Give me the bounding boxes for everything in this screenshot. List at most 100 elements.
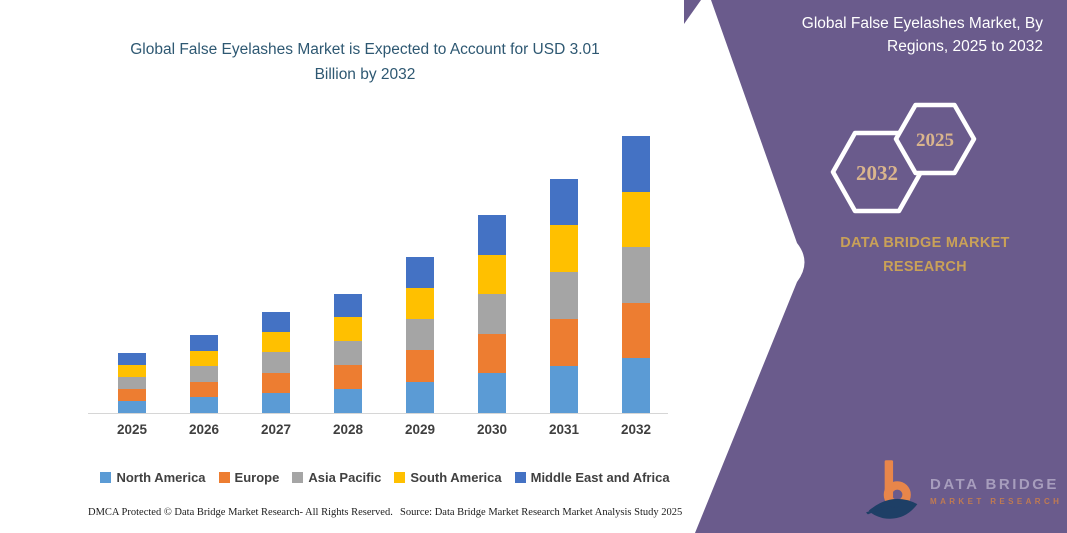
dbmr-logo-mark [866,460,918,519]
bar-segment-north-america[interactable] [118,401,146,413]
bar-segment-north-america[interactable] [190,397,218,413]
stacked-bar-2027[interactable] [262,312,290,413]
bar-segment-europe[interactable] [262,372,290,393]
bar-segment-asia-pacific[interactable] [478,294,506,334]
purple-main-shape [695,0,1067,533]
legend-item-asia-pacific[interactable]: Asia Pacific [292,470,381,485]
stacked-bar-2031[interactable] [550,178,578,413]
chart-title: Global False Eyelashes Market is Expecte… [130,41,600,83]
bar-segment-north-america[interactable] [334,389,362,413]
x-axis-line [88,413,668,414]
bar-segment-south-america[interactable] [550,225,578,273]
legend-swatch-north-america [100,472,112,483]
bar-segment-middle-east-and-africa[interactable] [118,353,146,365]
bar-segment-north-america[interactable] [406,381,434,413]
legend-label-south-america: South America [410,470,502,485]
x-axis-label-2025: 2025 [116,422,148,437]
brand-wordmark: DATA BRIDGE MARKET RESEARCH [795,232,1055,280]
legend-swatch-middle-east-and-africa [514,472,526,483]
bar-segment-asia-pacific[interactable] [190,366,218,382]
brand-line-1: DATA BRIDGE MARKET [840,235,1010,251]
bar-segment-asia-pacific[interactable] [262,352,290,373]
bar-segment-asia-pacific[interactable] [622,247,650,303]
dbmr-logo-text: DATA BRIDGE MARKET RESEARCH [930,476,1062,506]
bar-column-2031 [528,178,600,413]
bar-segment-middle-east-and-africa[interactable] [550,178,578,226]
stacked-bar-2032[interactable] [622,136,650,413]
legend-swatch-asia-pacific [292,472,304,483]
brand-line-2: RESEARCH [883,258,967,275]
legend-item-middle-east-and-africa[interactable]: Middle East and Africa [514,470,670,485]
chart-legend: North America Europe Asia Pacific South Ame… [88,470,682,485]
bar-segment-europe[interactable] [550,319,578,367]
x-axis-label-2032: 2032 [620,422,652,437]
bar-segment-europe[interactable] [190,381,218,398]
bar-segment-north-america[interactable] [262,392,290,413]
stacked-bar-chart [96,133,672,413]
x-axis-label-2027: 2027 [260,422,292,437]
bar-segment-europe[interactable] [622,302,650,358]
x-axis-label-2030: 2030 [476,422,508,437]
bar-segment-middle-east-and-africa[interactable] [406,256,434,288]
bar-column-2032 [600,136,672,413]
bar-segment-south-america[interactable] [622,192,650,248]
stacked-bar-2029[interactable] [406,256,434,413]
legend-swatch-south-america [394,472,406,483]
bar-segment-middle-east-and-africa[interactable] [262,312,290,333]
legend-item-north-america[interactable]: North America [100,470,206,485]
stacked-bar-2026[interactable] [190,335,218,413]
bar-column-2025 [96,353,168,413]
bar-segment-south-america[interactable] [118,365,146,377]
bar-segment-middle-east-and-africa[interactable] [334,293,362,318]
bar-column-2027 [240,312,312,413]
bar-segment-south-america[interactable] [478,254,506,295]
legend-item-south-america[interactable]: South America [394,470,502,485]
legend-swatch-europe [218,472,230,483]
legend-label-asia-pacific: Asia Pacific [308,470,382,485]
x-axis-label-2029: 2029 [404,422,436,437]
bar-segment-middle-east-and-africa[interactable] [478,215,506,255]
x-axis-label-2031: 2031 [548,422,580,437]
bar-segment-south-america[interactable] [406,287,434,320]
bar-segment-asia-pacific[interactable] [118,377,146,389]
bar-segment-europe[interactable] [334,365,362,390]
legend-label-north-america: North America [116,470,206,485]
stacked-bar-2030[interactable] [478,215,506,413]
bar-segment-north-america[interactable] [478,373,506,413]
bar-segment-middle-east-and-africa[interactable] [190,335,218,351]
bar-segment-south-america[interactable] [334,317,362,342]
stacked-bar-2025[interactable] [118,353,146,413]
dbmr-logo: DATA BRIDGE MARKET RESEARCH [866,455,1066,527]
bar-segment-north-america[interactable] [622,357,650,413]
bar-column-2029 [384,256,456,413]
bar-segment-middle-east-and-africa[interactable] [622,136,650,193]
x-axis-labels: 2025 2026 2027 2028 2029 2030 2031 2032 [96,422,672,437]
bar-column-2028 [312,293,384,413]
bar-segment-south-america[interactable] [262,332,290,353]
x-axis-label-2028: 2028 [332,422,364,437]
logo-subtitle: MARKET RESEARCH [930,497,1063,506]
purple-corner-sliver [684,0,701,24]
legend-label-middle-east-and-africa: Middle East and Africa [530,470,670,485]
hexagon-2025 [893,102,977,176]
bar-segment-asia-pacific[interactable] [334,341,362,366]
legend-label-europe: Europe [234,470,280,485]
stacked-bar-2028[interactable] [334,293,362,413]
dmca-protection-text: DMCA Protected © Data Bridge Market Rese… [88,507,393,518]
hexagon-2025-label: 2025 [916,130,954,151]
bar-segment-north-america[interactable] [550,366,578,413]
bar-segment-europe[interactable] [478,333,506,374]
bar-segment-asia-pacific[interactable] [550,272,578,320]
source-attribution-text: Source: Data Bridge Market Research Mark… [400,507,683,518]
bar-segment-europe[interactable] [406,350,434,382]
hexagon-2032-label: 2032 [856,161,898,185]
bar-segment-asia-pacific[interactable] [406,319,434,351]
bar-segment-south-america[interactable] [190,350,218,367]
bar-segment-europe[interactable] [118,389,146,401]
year-hexagons: 2025 2032 [830,102,977,214]
legend-item-europe[interactable]: Europe [218,470,280,485]
logo-title: DATA BRIDGE [930,476,1059,493]
x-axis-label-2026: 2026 [188,422,220,437]
bar-column-2030 [456,215,528,413]
